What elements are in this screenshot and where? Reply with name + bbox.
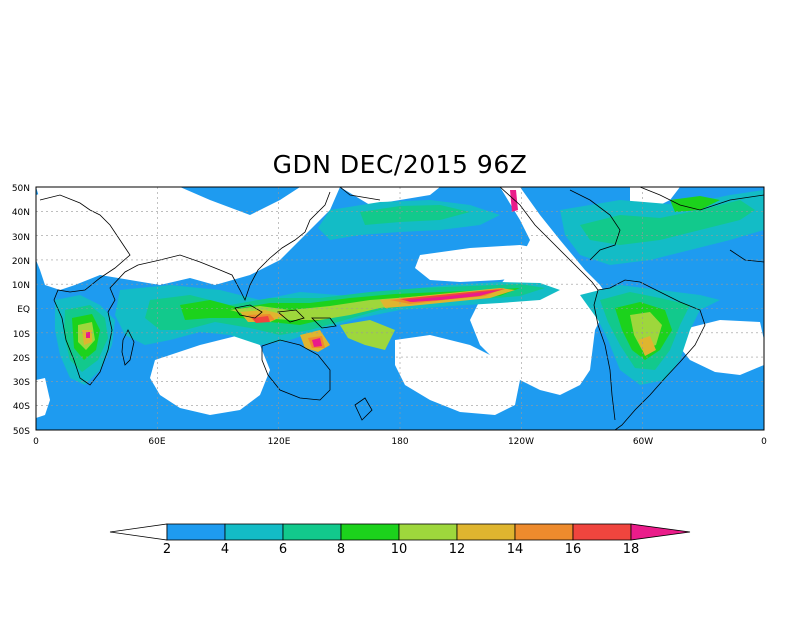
lat-tick-label: 10N <box>12 281 30 291</box>
map-frame <box>35 186 765 431</box>
colorbar-low-arrow <box>109 523 168 541</box>
lon-tick-label: 0 <box>33 437 39 447</box>
lat-tick-label: 30N <box>12 233 30 243</box>
lat-tick-label: 40N <box>12 208 30 218</box>
lat-tick-label: 40S <box>13 402 30 412</box>
colorbar-label: 18 <box>623 542 640 557</box>
colorbar-label: 16 <box>565 542 582 557</box>
colorbar-segment <box>398 523 458 541</box>
colorbar-label: 10 <box>391 542 408 557</box>
colorbar-label: 14 <box>507 542 524 557</box>
lat-tick-label: 50N <box>12 184 30 194</box>
colorbar-segment <box>572 523 632 541</box>
lon-tick-label: 120W <box>508 437 534 447</box>
lat-tick-label: EQ <box>17 305 30 315</box>
lat-tick-label: 20S <box>13 354 30 364</box>
colorbar-segment <box>340 523 400 541</box>
coastlines <box>39 187 764 430</box>
colorbar-segment <box>514 523 574 541</box>
colorbar-high-arrow <box>630 523 691 541</box>
map-title: GDN DEC/2015 96Z <box>272 150 528 179</box>
colorbar-segment <box>166 523 226 541</box>
colorbar-label: 12 <box>449 542 466 557</box>
precip-band-18 <box>86 190 518 347</box>
lon-tick-label: 180 <box>391 437 408 447</box>
lat-tick-label: 50S <box>13 427 30 437</box>
lat-tick-label: 10S <box>13 330 30 340</box>
colorbar-segment <box>456 523 516 541</box>
colorbar: 2 4 6 8 10 12 14 16 18 <box>109 523 691 557</box>
lon-tick-label: 0 <box>761 437 767 447</box>
lat-tick-label: 30S <box>13 378 30 388</box>
colorbar-label: 4 <box>221 542 229 557</box>
lon-tick-label: 60E <box>148 437 165 447</box>
colorbar-label: 2 <box>163 542 171 557</box>
colorbar-segment <box>224 523 284 541</box>
lon-tick-label: 120E <box>268 437 291 447</box>
colorbar-label: 6 <box>279 542 287 557</box>
colorbar-label: 8 <box>337 542 345 557</box>
colorbar-segment <box>282 523 342 541</box>
lon-tick-label: 60W <box>633 437 653 447</box>
grid-lines <box>36 187 764 430</box>
lat-tick-label: 20N <box>12 257 30 267</box>
